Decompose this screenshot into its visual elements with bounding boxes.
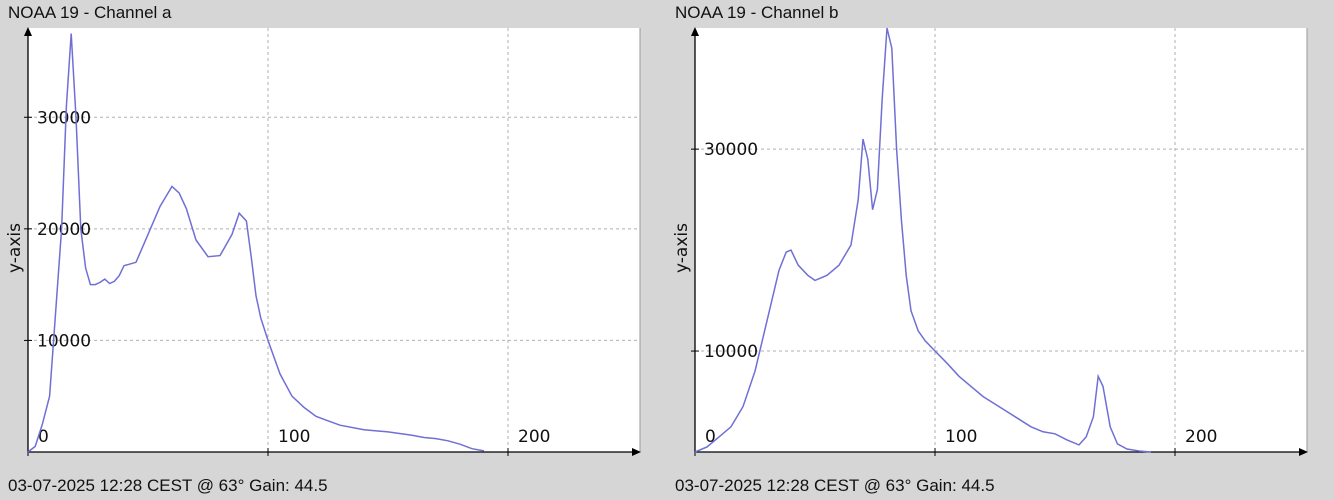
series-line (27, 33, 485, 453)
x-tick-label: 200 (1185, 427, 1217, 447)
capture-info: 03-07-2025 12:28 CEST @ 63° Gain: 44.5 (8, 476, 328, 495)
y-axis-title: y-axis (672, 223, 692, 273)
chart-panel-a: NOAA 19 - Channel a 0 100 200 10000 20000 300… (5, 3, 641, 495)
chart-panel-b: NOAA 19 - Channel b 0 100 200 10000 30000 y-a… (667, 0, 1334, 500)
series-line (694, 27, 1152, 453)
chart-title: NOAA 19 - Channel a (8, 3, 172, 22)
y-tick-label: 30000 (704, 140, 758, 160)
x-tick-label: 0 (705, 427, 716, 447)
y-tick-label: 10000 (704, 342, 758, 362)
chart-title: NOAA 19 - Channel b (675, 3, 839, 22)
y-tick-label: 10000 (37, 331, 91, 351)
plot-area (695, 28, 1307, 452)
plot-area (28, 28, 640, 452)
y-axis-title: y-axis (5, 223, 25, 273)
y-tick-label: 30000 (37, 108, 91, 128)
y-axis-arrow-icon (24, 27, 32, 36)
x-axis-arrow-icon (632, 448, 641, 456)
x-tick-label: 0 (38, 427, 49, 447)
x-tick-label: 100 (278, 427, 310, 447)
x-tick-label: 100 (945, 427, 977, 447)
y-tick-label: 20000 (37, 220, 91, 240)
line-chart-b: 0 100 200 10000 30000 y-axis (672, 27, 1308, 456)
capture-info: 03-07-2025 12:28 CEST @ 63° Gain: 44.5 (675, 476, 995, 495)
y-axis-arrow-icon (691, 27, 699, 36)
line-chart-a: 0 100 200 10000 20000 30000 y-axis (5, 27, 641, 456)
x-tick-label: 200 (518, 427, 550, 447)
x-axis-arrow-icon (1299, 448, 1308, 456)
